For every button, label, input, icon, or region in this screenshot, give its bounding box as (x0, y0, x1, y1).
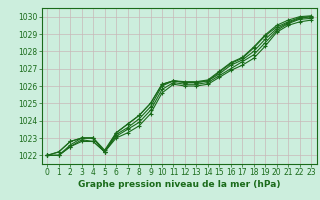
X-axis label: Graphe pression niveau de la mer (hPa): Graphe pression niveau de la mer (hPa) (78, 180, 280, 189)
